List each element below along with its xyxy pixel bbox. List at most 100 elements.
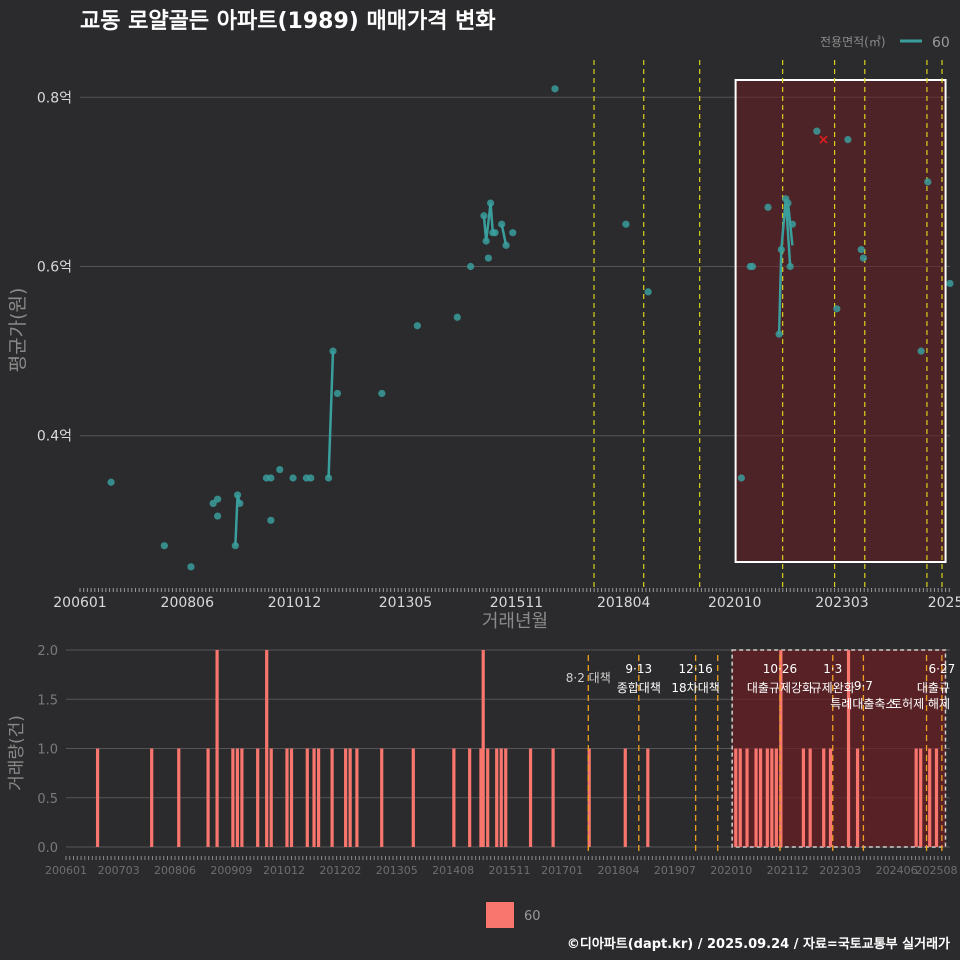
volume-bar xyxy=(481,650,485,847)
volume-x-tick-label: 202303 xyxy=(819,864,861,877)
volume-x-tick-label: 201701 xyxy=(541,864,583,877)
volume-bar xyxy=(646,748,650,847)
price-point xyxy=(775,330,783,338)
policy-event-date: 10·26 xyxy=(763,662,797,676)
policy-event-text: 대출규제강화 xyxy=(747,681,813,695)
volume-bar xyxy=(330,748,334,847)
price-point xyxy=(107,478,115,486)
volume-x-tick-label: 201202 xyxy=(319,864,361,877)
volume-bar xyxy=(822,748,826,847)
price-point xyxy=(946,279,954,288)
price-point xyxy=(267,474,275,482)
volume-y-tick-label: 0.5 xyxy=(37,792,58,807)
price-x-tick-label: 201511 xyxy=(490,595,543,611)
volume-bar xyxy=(770,748,774,847)
price-point xyxy=(307,474,315,482)
price-point xyxy=(329,347,337,355)
volume-y-tick-label: 0.0 xyxy=(37,841,58,856)
price-x-tick-label: 2025 xyxy=(928,595,960,611)
price-point xyxy=(622,220,630,228)
legend-title: 전용면적(㎡) xyxy=(820,35,886,49)
price-point xyxy=(289,474,297,482)
volume-bar xyxy=(828,748,833,847)
volume-bar xyxy=(801,748,806,847)
price-highlight-region xyxy=(734,79,947,563)
price-x-tick-label: 200806 xyxy=(161,595,215,611)
price-point xyxy=(786,262,794,271)
volume-bar xyxy=(623,748,627,847)
volume-bar xyxy=(411,748,415,847)
price-point xyxy=(486,199,495,207)
volume-bar xyxy=(551,748,555,847)
volume-bar xyxy=(344,748,348,847)
volume-bar xyxy=(206,748,210,847)
price-point xyxy=(267,516,275,524)
price-series-line xyxy=(327,351,335,479)
volume-y-ticks: 0.0 0.5 1.0 1.5 2.0 xyxy=(37,644,58,856)
volume-bar xyxy=(468,748,472,847)
price-point xyxy=(857,245,865,254)
price-point xyxy=(236,499,244,507)
volume-y-tick-label: 1.0 xyxy=(37,743,58,758)
volume-panel: 8·2 대책 9·13 종합대책 12·16 18차대책 10·26 대출규제강화 1·3 규제… xyxy=(7,644,957,928)
volume-bar xyxy=(150,748,154,847)
policy-event-date: 1·3 xyxy=(823,662,842,676)
volume-x-tick-label: 202406 xyxy=(876,864,918,877)
volume-bar xyxy=(528,748,533,847)
price-series-line xyxy=(777,198,792,335)
volume-bar xyxy=(808,748,812,847)
price-point xyxy=(467,262,475,271)
volume-bars xyxy=(95,650,939,847)
price-point xyxy=(498,220,506,228)
volume-bar xyxy=(765,748,769,847)
volume-x-tick-label: 202508 xyxy=(915,864,957,877)
price-point xyxy=(748,262,757,271)
volume-bar xyxy=(215,650,219,847)
volume-bar xyxy=(779,650,783,847)
volume-bar xyxy=(934,748,939,847)
policy-event-text: 규제완화 xyxy=(811,681,855,695)
volume-x-tick-label: 201511 xyxy=(488,864,530,877)
price-point xyxy=(502,241,510,249)
price-series-line xyxy=(500,223,508,246)
volume-legend: 60 xyxy=(486,902,541,928)
volume-x-tick-label: 200909 xyxy=(210,864,252,877)
price-point xyxy=(644,288,652,296)
price-point xyxy=(231,542,239,550)
volume-x-tick-label: 202112 xyxy=(767,864,809,877)
legend-label: 60 xyxy=(932,35,950,51)
price-point xyxy=(378,389,386,398)
price-legend: 전용면적(㎡) 60 xyxy=(820,35,950,51)
price-series-points xyxy=(107,85,954,571)
price-point xyxy=(413,322,421,330)
price-y-label: 평균가(원) xyxy=(7,288,29,373)
price-point xyxy=(333,389,342,398)
volume-x-tick-label: 200806 xyxy=(154,864,196,877)
volume-bar xyxy=(355,748,359,847)
volume-bar xyxy=(316,748,321,847)
policy-event-text: 특례대출축소 xyxy=(830,697,896,711)
volume-bar xyxy=(452,748,456,847)
policy-event-date: 12·16 xyxy=(678,662,712,676)
price-point xyxy=(480,212,488,220)
volume-policy-lines xyxy=(587,655,943,852)
policy-event-text: 18차대책 xyxy=(671,680,719,695)
volume-bar xyxy=(312,748,316,847)
volume-bar xyxy=(231,748,235,847)
price-point xyxy=(777,245,785,254)
price-panel: 200601 200806 201012 201305 201511 201804 2020… xyxy=(7,35,960,632)
volume-bar xyxy=(380,748,384,847)
chart-title: 교동 로얄골든 아파트(1989) 매매가격 변화 xyxy=(80,9,496,34)
price-point xyxy=(924,178,932,186)
volume-bar xyxy=(846,650,851,847)
volume-bar xyxy=(914,748,918,847)
price-x-ticks: 200601 200806 201012 201305 201511 201804 2020… xyxy=(53,588,960,611)
volume-bar xyxy=(240,748,244,847)
marker-stroke xyxy=(819,135,828,144)
policy-event-label: 8·2 대책 xyxy=(566,670,611,685)
policy-event-text: 종합대책 xyxy=(617,680,661,695)
volume-bar xyxy=(754,748,758,847)
policy-event-text: 토허제 해제 xyxy=(891,697,950,711)
price-point xyxy=(509,229,517,237)
price-point xyxy=(551,85,559,93)
